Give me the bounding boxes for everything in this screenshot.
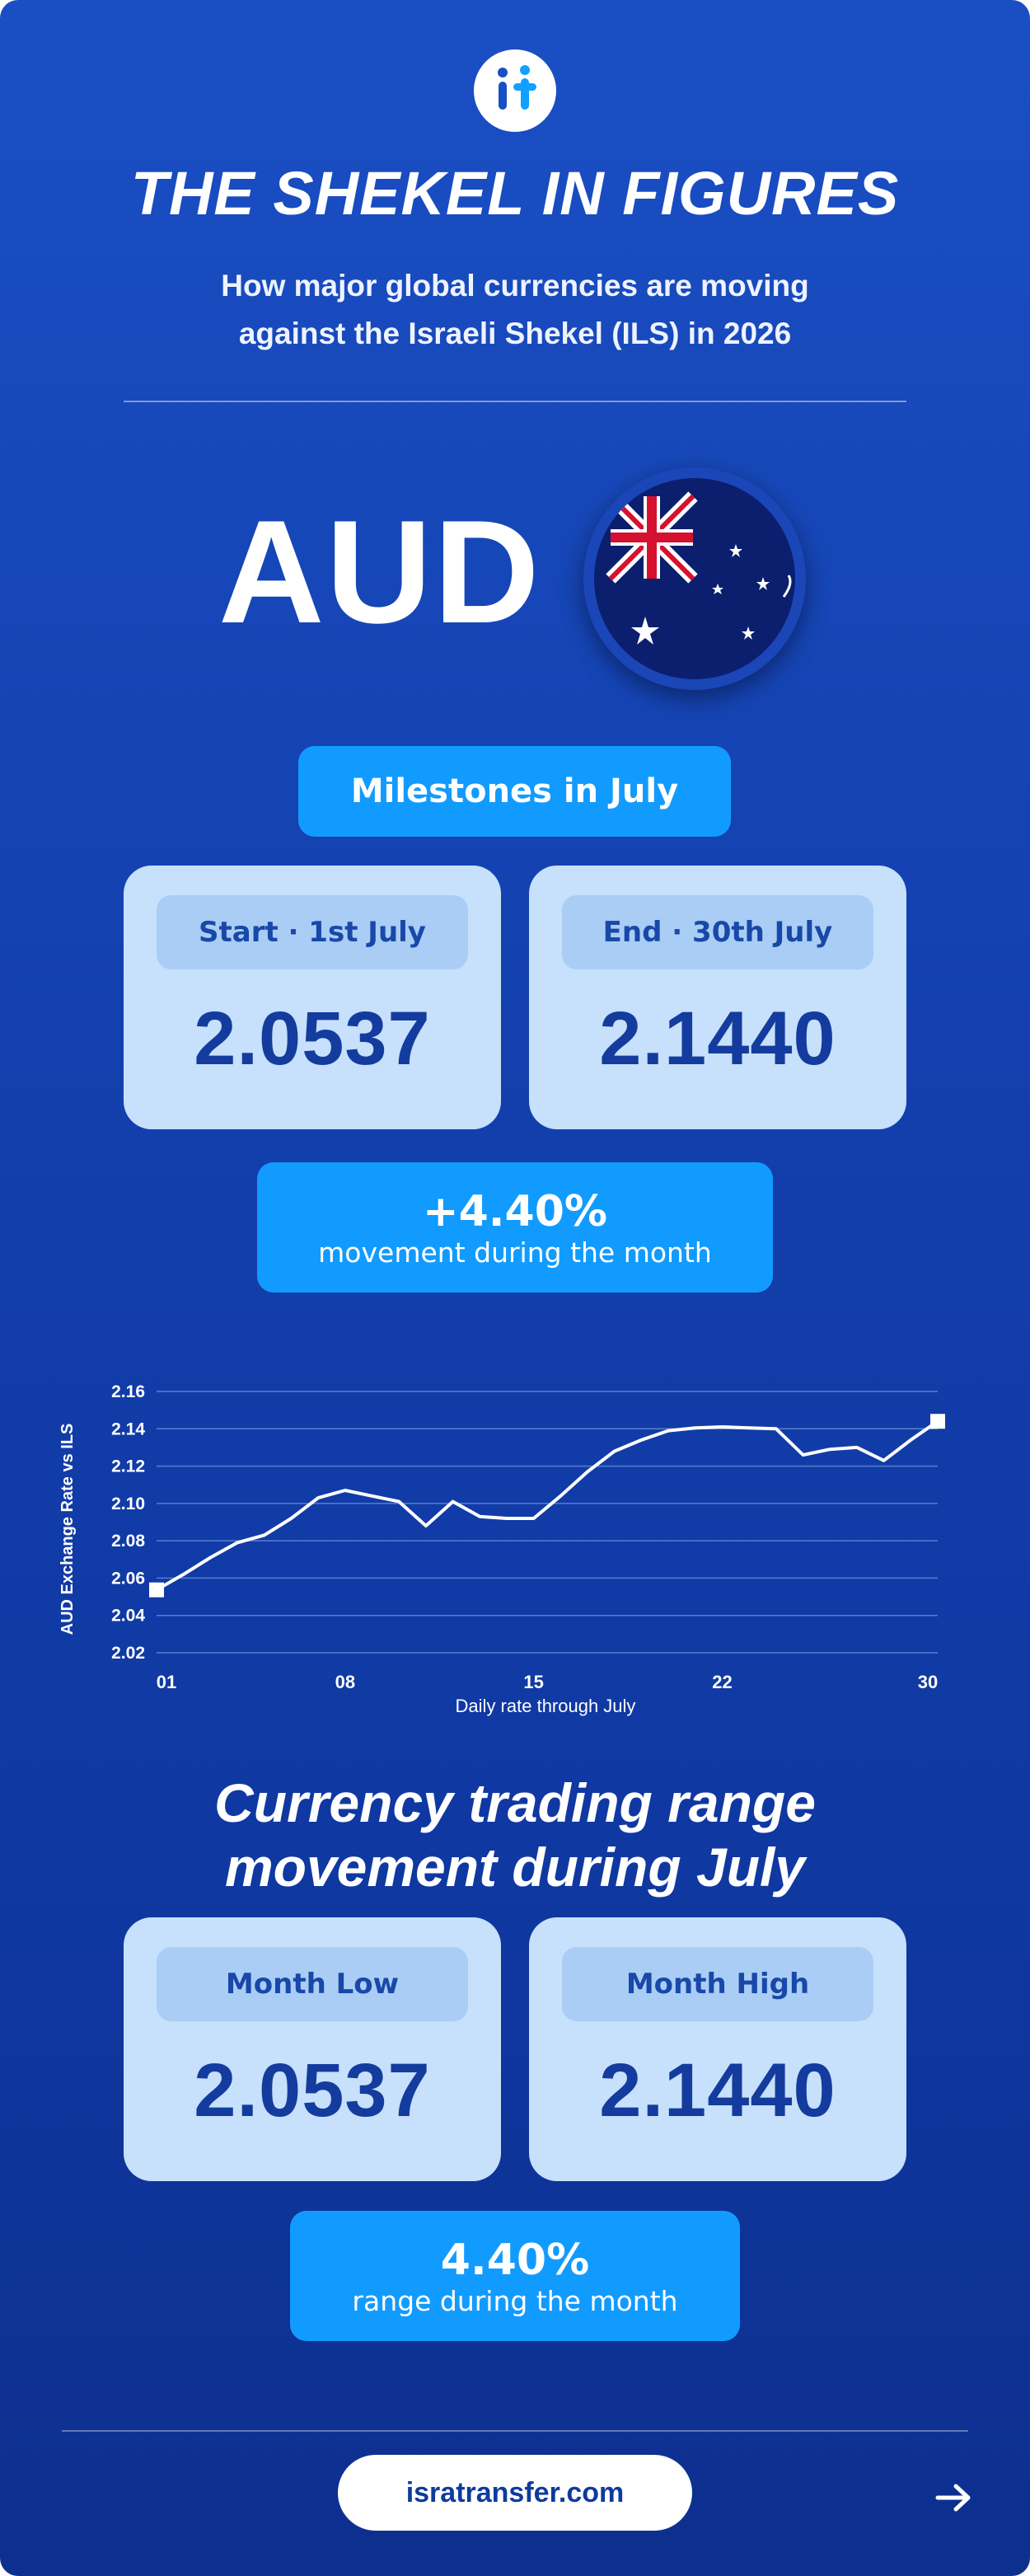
range-badge: 4.40% range during the month: [290, 2211, 740, 2341]
chart-y-tick-label: 2.04: [111, 1607, 145, 1626]
currency-code: AUD: [218, 490, 541, 654]
milestones-heading-badge: Milestones in July: [298, 746, 731, 837]
footer-divider: [62, 2430, 968, 2432]
chart-x-tick-label: 08: [335, 1672, 355, 1692]
range-value: 4.40%: [440, 2235, 590, 2285]
chart-x-tick-label: 30: [918, 1672, 938, 1692]
chart-y-axis-label: AUD Exchange Rate vs ILS: [59, 1424, 77, 1635]
movement-value: +4.40%: [423, 1186, 607, 1236]
movement-badge: +4.40% movement during the month: [257, 1162, 773, 1293]
chart-x-tick-label: 01: [157, 1672, 176, 1692]
start-rate-label: Start · 1st July: [157, 895, 468, 969]
website-link-button[interactable]: isratransfer.com: [338, 2455, 692, 2531]
page-title: THE SHEKEL IN FIGURES: [130, 159, 900, 228]
range-title-line-2: movement during July: [224, 1837, 806, 1898]
range-title-line-1: Currency trading range: [214, 1772, 816, 1833]
arrow-right-icon[interactable]: [933, 2481, 976, 2514]
chart-y-tick-label: 2.08: [111, 1532, 145, 1551]
range-section-title: Currency trading range movement during J…: [0, 1771, 1030, 1899]
website-link-text: isratransfer.com: [405, 2476, 625, 2508]
end-rate-card: End · 30th July 2.1440: [529, 866, 906, 1129]
australia-flag-icon: [583, 467, 806, 690]
month-low-card: Month Low 2.0537: [124, 1917, 501, 2181]
month-high-value: 2.1440: [599, 2048, 836, 2133]
header-divider: [124, 401, 906, 402]
chart-y-tick-label: 2.10: [111, 1494, 145, 1513]
movement-label: movement during the month: [318, 1236, 712, 1269]
chart-y-tick-label: 2.06: [111, 1569, 145, 1588]
chart-endpoint-marker: [930, 1414, 945, 1429]
chart-series-line: [156, 1419, 939, 1592]
month-low-label: Month Low: [157, 1947, 468, 2021]
start-rate-card: Start · 1st July 2.0537: [124, 866, 501, 1129]
chart-x-tick-label: 22: [712, 1672, 732, 1692]
chart-y-tick-label: 2.14: [111, 1419, 145, 1438]
chart-x-axis-label: Daily rate through July: [456, 1696, 636, 1716]
month-high-label: Month High: [562, 1947, 873, 2021]
end-rate-label: End · 30th July: [562, 895, 873, 969]
range-label: range during the month: [352, 2284, 678, 2317]
subtitle-line-2: against the Israeli Shekel (ILS) in 2026: [238, 317, 792, 350]
chart-endpoint-marker: [149, 1582, 164, 1598]
end-rate-value: 2.1440: [599, 997, 836, 1081]
start-rate-value: 2.0537: [194, 997, 431, 1081]
chart-y-tick-label: 2.02: [111, 1644, 145, 1663]
chart-y-tick-label: 2.16: [111, 1382, 145, 1401]
brand-logo-icon: it: [474, 49, 556, 132]
page-subtitle: How major global currencies are moving a…: [144, 262, 886, 358]
milestones-heading: Milestones in July: [350, 772, 679, 810]
month-low-value: 2.0537: [194, 2048, 431, 2133]
exchange-rate-chart: AUD Exchange Rate vs ILS 2.16 2.14 2.12 2.1…: [59, 1382, 945, 1716]
subtitle-line-1: How major global currencies are moving: [221, 269, 809, 303]
svg-text:it: it: [515, 116, 516, 119]
chart-y-tick-label: 2.12: [111, 1457, 145, 1476]
chart-x-tick-label: 15: [523, 1672, 543, 1692]
month-high-card: Month High 2.1440: [529, 1917, 906, 2181]
